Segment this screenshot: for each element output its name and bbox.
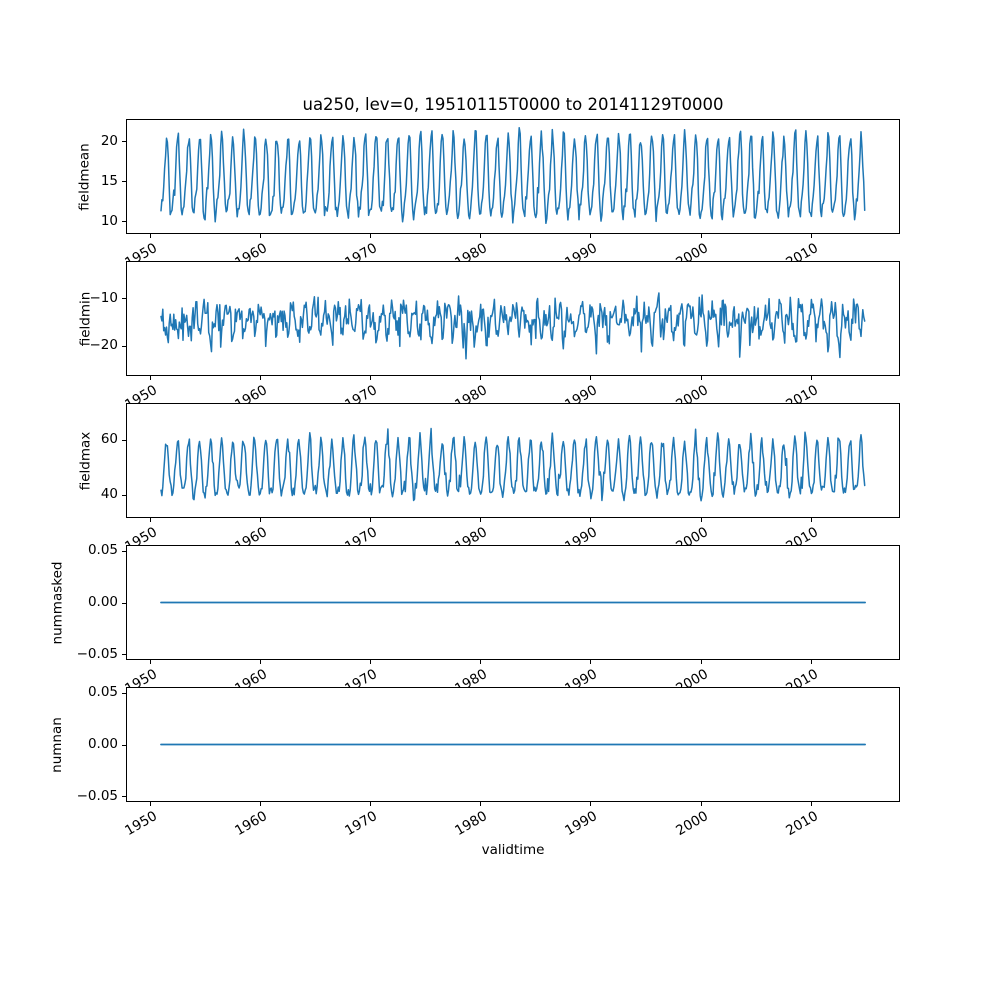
x-tick-mark <box>480 234 482 238</box>
y-tick-label: −10 <box>89 289 119 306</box>
x-tick-mark <box>810 376 812 380</box>
x-tick-mark <box>259 660 261 664</box>
y-tick-label: 60 <box>100 431 118 448</box>
subplot-fieldmean <box>126 119 900 234</box>
y-tick-label: −0.05 <box>76 645 118 662</box>
subplot-fieldmax <box>126 403 900 518</box>
subplot-fieldmin <box>126 261 900 376</box>
subplot-numnan <box>126 687 900 802</box>
x-tick-mark <box>700 660 702 664</box>
x-tick-mark <box>149 660 151 664</box>
x-tick-mark <box>810 802 812 806</box>
x-tick-mark <box>480 518 482 522</box>
x-tick-label: 2000 <box>672 808 711 840</box>
y-tick-mark <box>122 603 126 604</box>
line-series <box>160 292 866 360</box>
line-series <box>160 427 866 502</box>
x-tick-mark <box>700 518 702 522</box>
x-tick-mark <box>259 802 261 806</box>
x-tick-mark <box>370 660 371 664</box>
x-tick-mark <box>370 518 371 522</box>
x-tick-mark <box>259 518 261 522</box>
x-tick-mark <box>259 376 261 380</box>
y-tick-label: 10 <box>100 212 118 229</box>
x-tick-label: 2010 <box>783 808 821 840</box>
x-tick-mark <box>370 802 371 806</box>
x-tick-mark <box>480 802 482 806</box>
y-tick-mark <box>122 796 126 797</box>
line-series <box>160 601 866 604</box>
y-tick-mark <box>122 495 126 496</box>
chart-title: ua250, lev=0, 19510115T0000 to 20141129T… <box>302 95 724 114</box>
x-tick-mark <box>590 802 592 806</box>
y-tick-mark <box>122 693 126 694</box>
y-tick-mark <box>122 745 126 746</box>
x-tick-label: 1950 <box>121 808 160 840</box>
x-tick-label: 1980 <box>452 808 491 840</box>
y-tick-label: 20 <box>100 132 118 149</box>
series-polyline <box>160 292 866 360</box>
y-tick-mark <box>122 221 126 222</box>
y-tick-label: 15 <box>100 172 118 189</box>
y-tick-mark <box>122 440 126 441</box>
y-axis-label-fieldmin: fieldmin <box>77 261 93 376</box>
y-tick-mark <box>122 298 126 299</box>
x-tick-mark <box>259 234 261 238</box>
x-tick-mark <box>590 376 592 380</box>
x-tick-mark <box>370 234 371 238</box>
y-tick-label: 40 <box>100 486 118 503</box>
x-tick-mark <box>700 234 702 238</box>
y-tick-mark <box>122 346 126 347</box>
x-tick-mark <box>810 660 812 664</box>
x-tick-mark <box>149 376 151 380</box>
y-tick-label: 0.00 <box>87 736 118 752</box>
line-series <box>160 743 866 746</box>
y-tick-label: −0.05 <box>76 787 118 804</box>
y-tick-label: 0.00 <box>87 594 118 610</box>
x-tick-mark <box>590 660 592 664</box>
x-tick-label: 1960 <box>231 808 270 840</box>
subplot-nummasked <box>126 545 900 660</box>
x-tick-mark <box>810 518 812 522</box>
series-polyline <box>160 427 866 502</box>
x-tick-mark <box>480 660 482 664</box>
x-tick-mark <box>370 376 371 380</box>
x-axis-label: validtime <box>481 842 545 858</box>
y-tick-mark <box>122 654 126 655</box>
x-tick-mark <box>149 234 151 238</box>
line-series <box>160 126 866 225</box>
x-tick-mark <box>700 376 702 380</box>
y-tick-label: 0.05 <box>87 542 118 559</box>
x-tick-mark <box>590 518 592 522</box>
y-tick-mark <box>122 551 126 552</box>
x-tick-label: 1990 <box>562 808 601 840</box>
x-tick-mark <box>149 518 151 522</box>
x-tick-mark <box>149 802 151 806</box>
x-tick-mark <box>700 802 702 806</box>
x-tick-mark <box>480 376 482 380</box>
y-tick-mark <box>122 141 126 142</box>
y-tick-label: 0.05 <box>87 684 118 701</box>
x-tick-label: 1970 <box>342 808 380 840</box>
series-polyline <box>160 126 866 225</box>
x-tick-mark <box>590 234 592 238</box>
x-tick-mark <box>810 234 812 238</box>
y-tick-mark <box>122 181 126 182</box>
y-tick-label: −20 <box>89 337 119 354</box>
